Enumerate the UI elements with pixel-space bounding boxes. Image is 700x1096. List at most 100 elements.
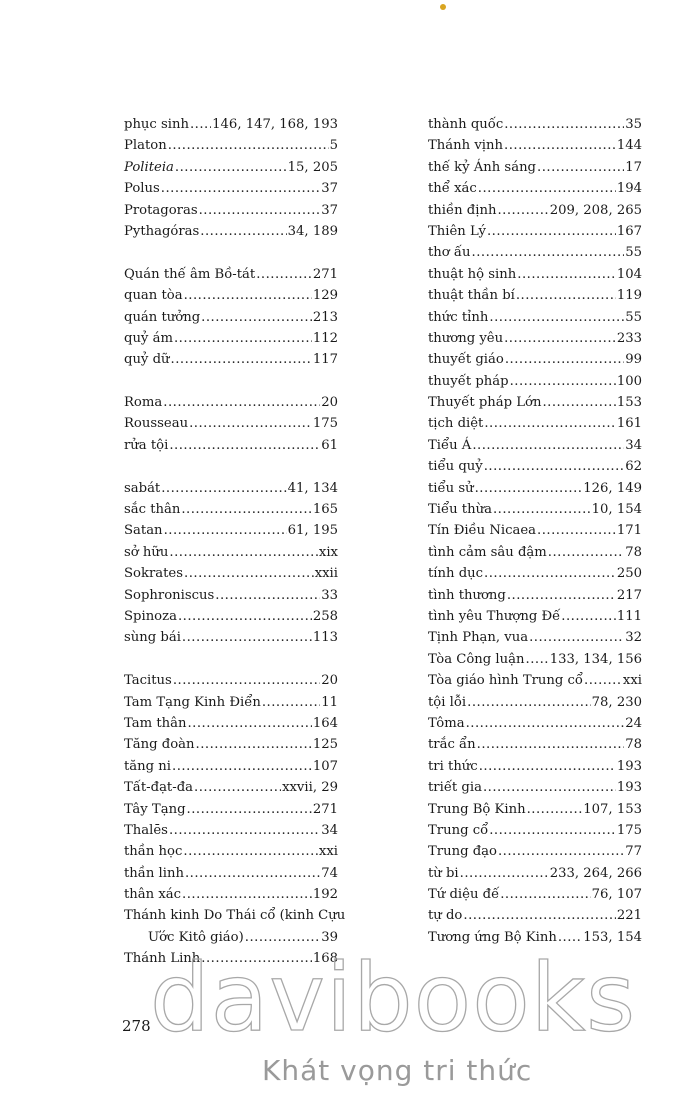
entry-term: thơ ấu — [428, 245, 471, 261]
entry-term: tình cảm sâu đậm — [428, 544, 547, 560]
index-entry: Thuyết pháp Lớn 153 — [428, 392, 642, 413]
index-entry: sắc thân 165 — [124, 499, 338, 520]
index-entry: tiểu sử 126, 149 — [428, 478, 642, 499]
entry-pages: 107, 153 — [583, 801, 642, 817]
entry-pages: 193 — [616, 780, 642, 796]
entry-pages: 167 — [616, 223, 642, 239]
entry-pages: 153, 154 — [583, 929, 642, 945]
dot-leader — [467, 692, 591, 713]
dot-leader — [526, 649, 549, 670]
entry-term: sắc thân — [124, 502, 181, 518]
index-entry: Tòa giáo hình Trung cổ xxi — [428, 670, 642, 691]
entry-term: tính dục — [428, 566, 484, 582]
index-entry: Sokrates xxii — [124, 563, 338, 584]
index-entry: Tacitus 20 — [124, 670, 338, 691]
index-entry: Tây Tạng 271 — [124, 799, 338, 820]
index-entry: Pythagóras 34, 189 — [124, 221, 338, 242]
index-entry: Politeia 15, 205 — [124, 157, 338, 178]
entry-term: Tiểu thừa — [428, 502, 492, 518]
dot-leader — [187, 713, 311, 734]
dot-leader — [497, 200, 548, 221]
entry-term: Thuyết pháp Lớn — [428, 395, 542, 411]
entry-term: thương yêu — [428, 330, 504, 346]
dot-leader — [168, 135, 329, 156]
dot-leader — [477, 734, 625, 755]
dot-leader — [184, 285, 312, 306]
index-entry: quan tòa 129 — [124, 285, 338, 306]
index-entry: Thánh Linh 168 — [124, 948, 338, 969]
index-letter-group: Quán thế âm Bồ-tát 271 quan tòa 129 quán tưở… — [124, 264, 338, 371]
entry-pages: 5 — [329, 138, 338, 154]
entry-pages: 37 — [321, 181, 338, 197]
entry-term: Thánh vịnh — [428, 138, 503, 154]
index-entry: Rousseau 175 — [124, 413, 338, 434]
index-entry: Thánh kinh Do Thái cổ (kinh Cựu — [124, 905, 345, 926]
entry-term: Tiểu Á — [428, 437, 472, 453]
dot-leader — [256, 264, 312, 285]
dot-leader — [472, 435, 624, 456]
entry-term: Tứ diệu đế — [428, 887, 500, 903]
entry-pages: 24 — [625, 715, 642, 731]
index-entry: thành quốc 35 — [428, 114, 642, 135]
group-spacer — [124, 371, 338, 392]
index-letter-group: phục sinh 146, 147, 168, 193 Platon 5 Polite… — [124, 114, 338, 242]
index-entry: rửa tội 61 — [124, 435, 338, 456]
entry-pages: 61 — [321, 437, 338, 453]
entry-pages: 168 — [312, 951, 338, 967]
dot-leader — [200, 221, 286, 242]
entry-term: tăng ni — [124, 758, 171, 774]
dot-leader — [189, 413, 312, 434]
index-entry: thần linh 74 — [124, 863, 338, 884]
index-entry: thức tỉnh 55 — [428, 307, 642, 328]
index-entry: Tất-đạt-đa xxvii, 29 — [124, 777, 338, 798]
entry-term: phục sinh — [124, 117, 189, 132]
entry-pages: 77 — [625, 844, 642, 860]
index-entry: tình thương 217 — [428, 585, 642, 606]
watermark-slogan: Khát vọng tri thức — [262, 1054, 533, 1087]
entry-term: quan tòa — [124, 288, 183, 304]
index-entry: Tương ứng Bộ Kinh 153, 154 — [428, 927, 642, 948]
entry-pages: 113 — [312, 630, 338, 646]
dot-leader — [529, 627, 624, 648]
dot-leader — [174, 328, 312, 349]
entry-pages: 32 — [625, 630, 642, 646]
entry-term: Pythagóras — [124, 223, 200, 239]
entry-term: thân xác — [124, 887, 182, 903]
dot-leader — [498, 841, 624, 862]
entry-pages: 119 — [616, 288, 642, 304]
dot-leader — [182, 884, 312, 905]
entry-pages: 100 — [616, 373, 642, 389]
entry-pages: 250 — [616, 566, 642, 582]
entry-term: thuyết giáo — [428, 352, 504, 368]
index-entry: Protagoras 37 — [124, 200, 338, 221]
entry-term: Thánh Linh — [124, 951, 201, 967]
dot-leader — [517, 264, 616, 285]
entry-pages: xxi — [318, 844, 338, 860]
dot-leader — [185, 863, 320, 884]
watermark-logo: davibooks — [149, 944, 637, 1053]
entry-pages: 209, 208, 265 — [549, 202, 642, 218]
entry-pages: 161 — [616, 416, 642, 432]
dot-leader — [504, 328, 616, 349]
entry-term: thuật thần bí — [428, 288, 515, 304]
dot-leader — [460, 863, 549, 884]
index-entry: Roma 20 — [124, 392, 338, 413]
index-entry: Tam Tạng Kinh Điển 11 — [124, 692, 338, 713]
index-entry: tri thức 193 — [428, 756, 642, 777]
ink-speck — [440, 4, 446, 10]
entry-pages: 39 — [321, 929, 338, 945]
index-entry: tịch diệt 161 — [428, 413, 642, 434]
entry-term: Tín Điều Nicaea — [428, 523, 537, 539]
entry-term: rửa tội — [124, 437, 169, 453]
dot-leader — [527, 799, 583, 820]
index-entry: quỷ ám 112 — [124, 328, 338, 349]
index-entry: tình cảm sâu đậm 78 — [428, 542, 642, 563]
entry-term: Trung Bộ Kinh — [428, 801, 526, 817]
entry-term: Polus — [124, 181, 160, 197]
dot-leader — [169, 820, 320, 841]
dot-leader — [163, 392, 320, 413]
dot-leader — [561, 606, 616, 627]
index-entry: tăng ni 107 — [124, 756, 338, 777]
dot-leader — [537, 520, 616, 541]
index-column-right: thành quốc 35 Thánh vịnh 144 thế kỷ Ánh sáng… — [428, 114, 642, 948]
